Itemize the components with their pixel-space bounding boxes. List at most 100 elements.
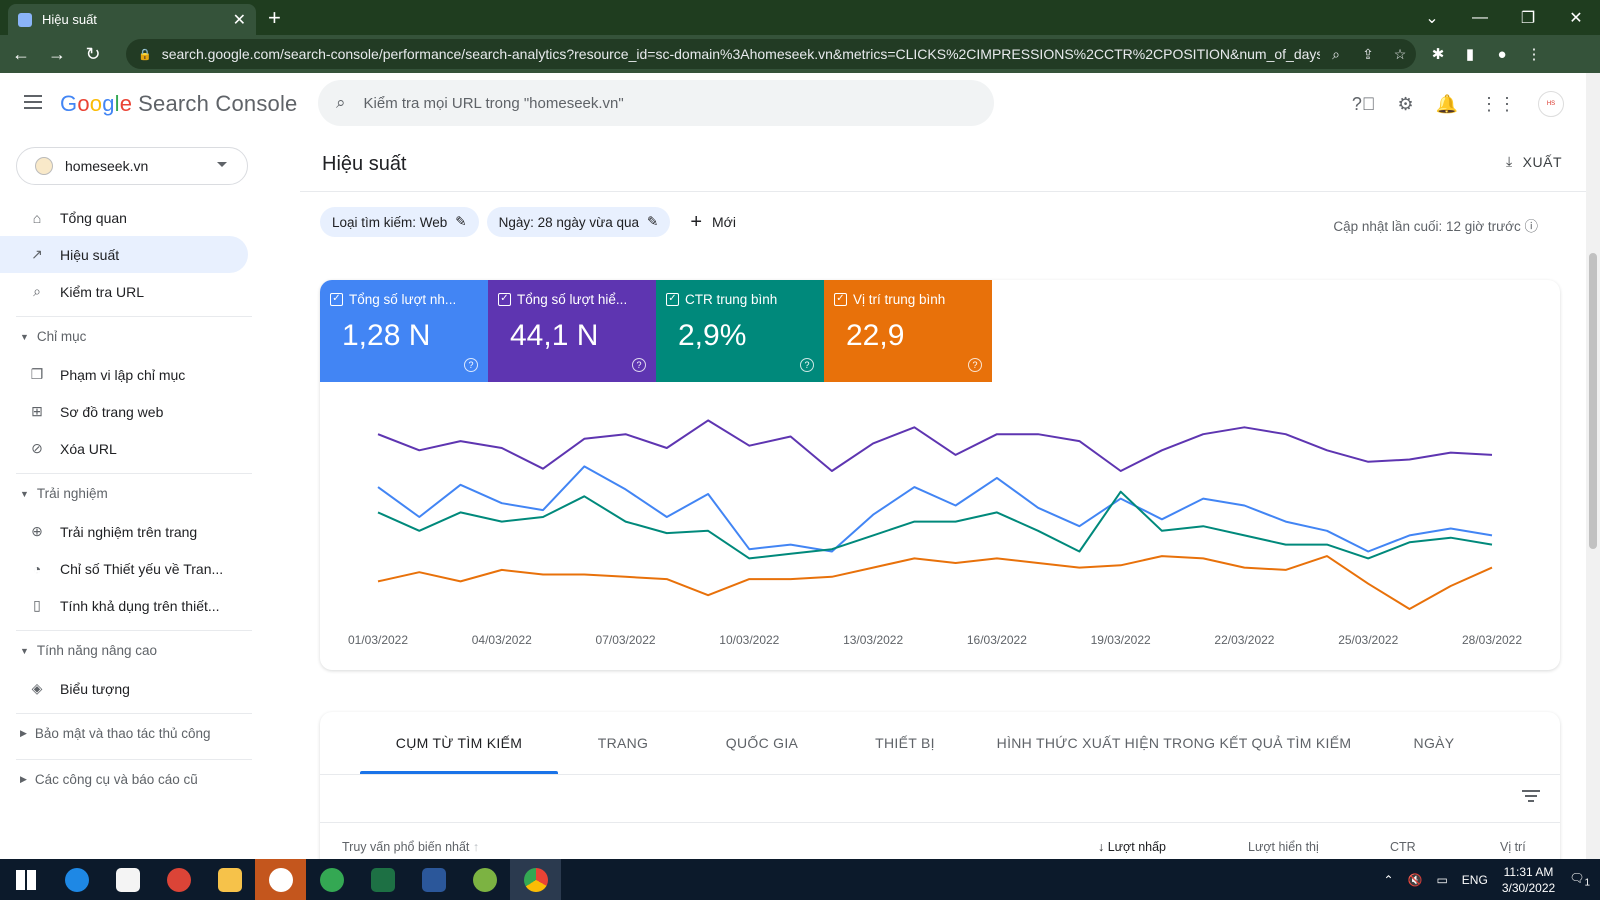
performance-line-chart[interactable]: 01/03/2022 04/03/2022 07/03/2022 10/03/2022… (320, 382, 1560, 670)
series-line-0 (377, 419, 1493, 472)
zalo-icon[interactable] (255, 859, 306, 900)
notification-center-icon[interactable]: 🗨1 (1569, 870, 1590, 889)
performance-chart-card: ✓ Tổng số lượt nh... 1,28 N ? ✓ Tổng số lư… (320, 280, 1560, 670)
help-circle-icon[interactable]: ⓘ (1524, 219, 1539, 234)
page-scrollbar[interactable] (1586, 73, 1600, 859)
help-icon[interactable]: ? (800, 358, 814, 372)
export-button[interactable]: ⤓ XUẤT (1505, 153, 1562, 170)
excel-icon[interactable] (357, 859, 408, 900)
sidebar-item-coverage[interactable]: ❐ Phạm vi lập chỉ mục (0, 356, 248, 393)
store-icon[interactable] (102, 859, 153, 900)
word-icon[interactable] (408, 859, 459, 900)
manage-users-icon[interactable]: ⚙ (1397, 93, 1414, 114)
sidebar-section-experience[interactable]: ▼ Trải nghiệm (16, 473, 252, 513)
tab-search-appearance[interactable]: HÌNH THỨC XUẤT HIỆN TRONG KẾT QUẢ TÌM KI… (996, 735, 1352, 751)
close-window-icon[interactable]: ✕ (1569, 9, 1583, 27)
back-icon[interactable]: ← (12, 43, 30, 64)
zoom-search-icon[interactable]: ⌕ (1332, 45, 1340, 62)
checkbox-checked-icon[interactable]: ✓ (834, 293, 847, 306)
tab-dates[interactable]: NGÀY (1413, 735, 1455, 751)
column-header-impressions[interactable]: Lượt hiển thị (1248, 840, 1319, 854)
caret-down-icon: ▼ (20, 645, 29, 656)
forward-icon[interactable]: → (48, 43, 66, 64)
checkbox-checked-icon[interactable]: ✓ (330, 293, 343, 306)
reload-icon[interactable]: ↻ (85, 43, 101, 64)
chrome-vn-icon[interactable] (306, 859, 357, 900)
sidebar-item-overview[interactable]: ⌂ Tổng quan (0, 199, 248, 236)
chrome-icon[interactable] (510, 859, 561, 900)
tray-chevron-icon[interactable]: ⌃ (1383, 872, 1394, 887)
address-bar[interactable]: 🔒 search.google.com/search-console/perfo… (126, 39, 1416, 69)
speed-gauge-icon: ◔ (32, 560, 42, 577)
metric-tile-position[interactable]: ✓ Vị trí trung bình 22,9 ? (824, 280, 992, 382)
sidebar-section-index[interactable]: ▼ Chỉ mục (16, 316, 252, 356)
sidebar-item-mobile-usability[interactable]: ▯ Tính khả dụng trên thiết... (0, 587, 248, 624)
battery-icon[interactable]: ▭ (1436, 872, 1448, 887)
side-panel-icon[interactable]: ▮ (1465, 46, 1475, 63)
bookmark-star-icon[interactable]: ☆ (1393, 45, 1407, 62)
sidebar-section-security[interactable]: ▶ Bảo mật và thao tác thủ công (16, 713, 252, 753)
tab-queries[interactable]: CỤM TỪ TÌM KIẾM (360, 712, 558, 774)
help-icon[interactable]: ? (632, 358, 646, 372)
windows-start-icon[interactable] (0, 859, 51, 900)
menu-icon[interactable] (24, 95, 42, 109)
account-avatar[interactable]: HS (1538, 91, 1564, 117)
sidebar-item-removals[interactable]: ⊘ Xóa URL (0, 430, 248, 467)
column-header-position[interactable]: Vị trí (1500, 840, 1526, 854)
scrollbar-thumb[interactable] (1589, 253, 1597, 549)
chrome-menu-icon[interactable]: ⋮ (1526, 46, 1542, 63)
sidebar-item-sitemaps[interactable]: ⊞ Sơ đồ trang web (0, 393, 248, 430)
help-icon[interactable]: ? (464, 358, 478, 372)
metric-tile-clicks[interactable]: ✓ Tổng số lượt nh... 1,28 N ? (320, 280, 488, 382)
sidebar-item-core-web-vitals[interactable]: ◔ Chỉ số Thiết yếu về Tran... (0, 550, 248, 587)
tab-devices[interactable]: THIẾT BỊ (875, 735, 935, 751)
tab-search-icon[interactable]: ⌄ (1425, 9, 1439, 27)
help-icon[interactable]: ?⃝ (1351, 93, 1376, 114)
new-tab-icon[interactable]: + (268, 5, 281, 30)
taskbar-clock[interactable]: 11:31 AM 3/30/2022 (1501, 864, 1556, 895)
date-range-chip[interactable]: Ngày: 28 ngày vừa qua ✎ (486, 207, 671, 237)
lock-icon[interactable]: 🔒 (138, 48, 152, 61)
volume-muted-icon[interactable]: 🔇 (1407, 872, 1423, 887)
search-console-logo[interactable]: Google Search Console (60, 91, 298, 116)
edit-pencil-icon: ✎ (647, 214, 659, 229)
search-type-chip[interactable]: Loại tìm kiếm: Web ✎ (320, 207, 479, 237)
notifications-bell-icon[interactable]: 🔔 (1435, 93, 1458, 114)
help-icon[interactable]: ? (968, 358, 982, 372)
profile-icon[interactable]: ● (1497, 45, 1507, 63)
extensions-icon[interactable]: ✱ (1431, 46, 1445, 63)
checkbox-checked-icon[interactable]: ✓ (498, 293, 511, 306)
sidebar-item-logos[interactable]: ◈ Biểu tượng (0, 670, 248, 707)
column-header-query[interactable]: Truy vấn phổ biến nhất ↑ (342, 840, 480, 854)
sidebar-item-url-inspection[interactable]: ⌕ Kiểm tra URL (0, 273, 248, 310)
url-text[interactable]: search.google.com/search-console/perform… (161, 46, 1320, 62)
search-icon: ⌕ (33, 283, 41, 299)
column-header-ctr[interactable]: CTR (1390, 840, 1416, 854)
sidebar-section-legacy-tools[interactable]: ▶ Các công cụ và báo cáo cũ (16, 759, 252, 799)
column-header-clicks[interactable]: ↓ Lượt nhấp (1098, 840, 1167, 854)
edge-browser-icon[interactable] (51, 859, 102, 900)
file-explorer-icon[interactable] (204, 859, 255, 900)
checkbox-checked-icon[interactable]: ✓ (666, 293, 679, 306)
url-inspection-search[interactable]: ⌕ Kiểm tra mọi URL trong "homeseek.vn" (318, 80, 994, 126)
filter-list-icon[interactable] (1522, 790, 1540, 802)
input-language[interactable]: ENG (1461, 872, 1488, 887)
restore-icon[interactable]: ❐ (1520, 9, 1536, 27)
close-tab-icon[interactable]: ✕ (232, 11, 246, 29)
sidebar-item-performance[interactable]: ↗ Hiệu suất (0, 236, 248, 273)
metric-tile-ctr[interactable]: ✓ CTR trung bình 2,9% ? (656, 280, 824, 382)
sidebar-section-enhancements[interactable]: ▼ Tính năng nâng cao (16, 630, 252, 670)
tab-pages[interactable]: TRANG (597, 735, 649, 751)
share-icon[interactable]: ⇪ (1362, 45, 1374, 62)
property-selector[interactable]: homeseek.vn (16, 147, 248, 185)
metric-tiles: ✓ Tổng số lượt nh... 1,28 N ? ✓ Tổng số lư… (320, 280, 992, 382)
new-filter-button[interactable]: + Mới (690, 210, 736, 233)
minimize-icon[interactable]: — (1472, 8, 1488, 26)
chrome-profile-icon[interactable] (153, 859, 204, 900)
browser-tab[interactable]: Hiệu suất ✕ (8, 4, 256, 35)
metric-tile-impressions[interactable]: ✓ Tổng số lượt hiể... 44,1 N ? (488, 280, 656, 382)
tab-countries[interactable]: QUỐC GIA (725, 735, 799, 751)
apps-grid-icon[interactable]: ⋮⋮ (1480, 93, 1516, 114)
coccoc-icon[interactable] (459, 859, 510, 900)
sidebar-item-page-experience[interactable]: ⊕ Trải nghiệm trên trang (0, 513, 248, 550)
